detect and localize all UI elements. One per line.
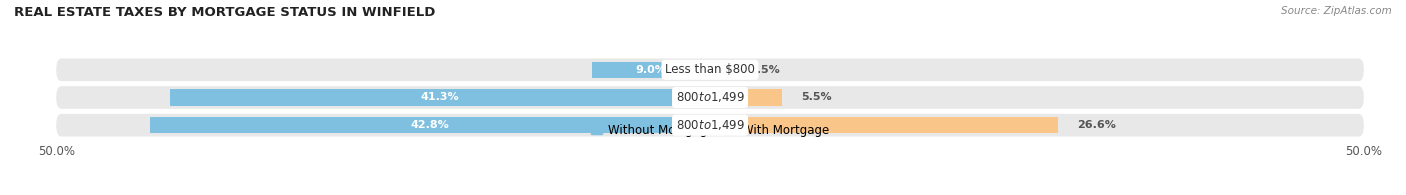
Text: $800 to $1,499: $800 to $1,499 <box>675 118 745 132</box>
Bar <box>710 89 782 106</box>
Text: 41.3%: 41.3% <box>420 92 460 103</box>
Text: $800 to $1,499: $800 to $1,499 <box>675 90 745 105</box>
Bar <box>170 89 710 106</box>
Bar <box>150 117 710 134</box>
FancyBboxPatch shape <box>56 58 1364 81</box>
Text: 9.0%: 9.0% <box>636 65 666 75</box>
Legend: Without Mortgage, With Mortgage: Without Mortgage, With Mortgage <box>586 119 834 141</box>
Text: 42.8%: 42.8% <box>411 120 450 130</box>
Text: REAL ESTATE TAXES BY MORTGAGE STATUS IN WINFIELD: REAL ESTATE TAXES BY MORTGAGE STATUS IN … <box>14 6 436 19</box>
Text: Source: ZipAtlas.com: Source: ZipAtlas.com <box>1281 6 1392 16</box>
Bar <box>592 61 710 78</box>
FancyBboxPatch shape <box>56 86 1364 109</box>
Text: Less than $800: Less than $800 <box>665 63 755 76</box>
Text: 26.6%: 26.6% <box>1077 120 1116 130</box>
Text: 5.5%: 5.5% <box>801 92 832 103</box>
Bar <box>710 117 1057 134</box>
Text: 1.5%: 1.5% <box>749 65 780 75</box>
FancyBboxPatch shape <box>56 114 1364 136</box>
Bar <box>710 61 730 78</box>
